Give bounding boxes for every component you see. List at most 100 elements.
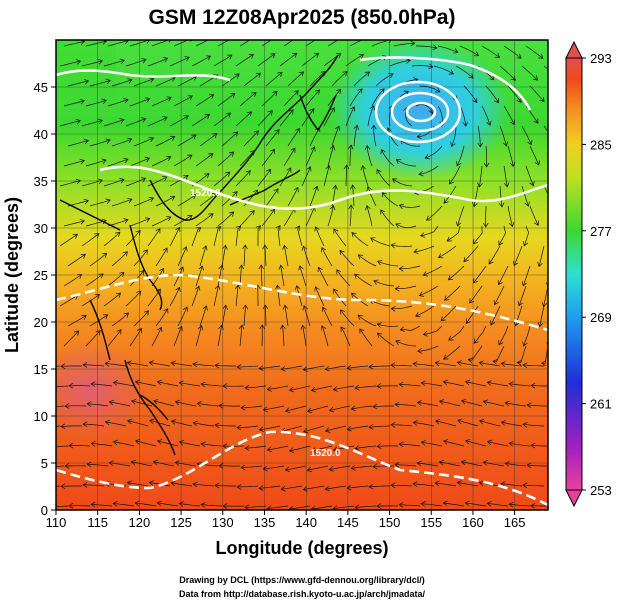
streamline <box>60 425 83 427</box>
streamline <box>297 225 303 247</box>
streamline <box>333 445 355 451</box>
streamline <box>321 247 333 267</box>
streamline <box>399 204 421 208</box>
streamline <box>425 145 443 159</box>
streamline-arrowhead <box>468 73 474 79</box>
streamline-arrowhead <box>364 71 371 77</box>
streamline-arrowhead <box>140 177 147 183</box>
streamline-arrowhead <box>266 446 272 453</box>
streamline <box>169 227 180 247</box>
streamline-arrowhead <box>280 324 286 330</box>
streamline <box>380 209 395 227</box>
streamline <box>494 285 505 305</box>
streamline <box>257 53 276 67</box>
streamline <box>147 57 168 67</box>
streamline <box>501 363 523 367</box>
streamline <box>485 85 499 103</box>
streamline-arrowhead <box>295 225 300 231</box>
streamline <box>523 225 529 246</box>
streamline <box>131 400 153 407</box>
streamline <box>354 273 373 287</box>
streamline-arrowhead <box>144 217 151 223</box>
streamline <box>461 400 483 407</box>
x-axis-label: Longitude (degrees) <box>215 538 388 558</box>
streamline <box>125 290 142 307</box>
streamline <box>217 211 234 227</box>
streamline-arrowhead <box>255 72 262 78</box>
streamline-arrowhead <box>310 505 316 510</box>
streamline-arrowhead <box>68 502 74 509</box>
streamline <box>333 385 355 391</box>
streamline <box>221 305 227 327</box>
credit-drawing: Drawing by DCL (https://www.gfd-dennou.o… <box>179 575 425 585</box>
streamline-arrowhead <box>195 285 201 291</box>
streamline <box>415 305 435 317</box>
streamline-arrowhead <box>508 381 514 387</box>
streamline <box>277 285 281 307</box>
streamline-arrowhead <box>115 292 122 298</box>
streamline-arrowhead <box>486 120 492 126</box>
streamline <box>369 299 391 307</box>
streamline-arrowhead <box>368 363 374 370</box>
streamline <box>277 225 281 247</box>
streamline <box>459 105 467 127</box>
streamline <box>213 112 231 127</box>
map-title: GSM 12Z08Apr2025 (850.0hPa) <box>149 6 456 29</box>
streamline <box>264 244 267 267</box>
streamline-arrowhead <box>532 75 539 81</box>
streamline <box>177 75 197 87</box>
streamline-arrowhead <box>376 169 382 175</box>
streamline-arrowhead <box>508 221 515 228</box>
streamline <box>552 206 563 224</box>
streamline-arrowhead <box>347 144 354 150</box>
streamline-arrowhead <box>79 98 85 105</box>
streamline <box>419 285 439 296</box>
streamline-arrowhead <box>329 107 335 113</box>
streamline-arrowhead <box>148 360 154 366</box>
streamline-arrowhead <box>214 362 220 369</box>
streamline <box>483 461 505 467</box>
streamline-arrowhead <box>288 505 294 510</box>
streamline <box>479 165 483 187</box>
streamline-arrowhead <box>135 230 141 236</box>
streamline-arrowhead <box>275 225 281 231</box>
streamline-arrowhead <box>340 309 346 315</box>
streamline <box>155 308 169 327</box>
streamline <box>107 99 129 107</box>
streamline-arrowhead <box>449 179 454 185</box>
streamline-arrowhead <box>275 284 281 290</box>
streamline-arrowhead <box>538 53 544 59</box>
streamline-arrowhead <box>275 35 280 39</box>
streamline <box>103 119 125 127</box>
streamline-arrowhead <box>170 360 176 367</box>
streamline-arrowhead <box>353 124 360 130</box>
streamline <box>375 73 394 87</box>
streamline-arrowhead <box>214 284 221 291</box>
streamline-arrowhead <box>526 462 532 469</box>
streamline-arrowhead <box>319 35 324 39</box>
streamline <box>67 253 86 267</box>
streamline-arrowhead <box>258 485 264 491</box>
streamline <box>392 178 413 187</box>
streamline <box>147 116 168 127</box>
streamline-arrowhead <box>559 159 563 164</box>
streamline <box>157 502 179 507</box>
streamline <box>381 192 399 207</box>
streamline <box>368 365 390 368</box>
streamline-arrowhead <box>456 480 462 486</box>
streamline <box>439 400 461 407</box>
streamline <box>325 365 347 370</box>
streamline <box>151 216 172 227</box>
streamline <box>366 205 373 227</box>
streamline-arrowhead <box>380 148 386 155</box>
streamline <box>521 125 532 145</box>
streamline <box>355 505 377 508</box>
streamline <box>517 345 527 364</box>
streamline <box>56 405 65 408</box>
streamline-arrowhead <box>357 314 363 320</box>
streamline <box>321 325 329 347</box>
streamline-arrowhead <box>340 326 346 332</box>
streamline <box>399 384 421 387</box>
streamline-arrowhead <box>473 278 479 284</box>
streamline <box>151 268 164 287</box>
